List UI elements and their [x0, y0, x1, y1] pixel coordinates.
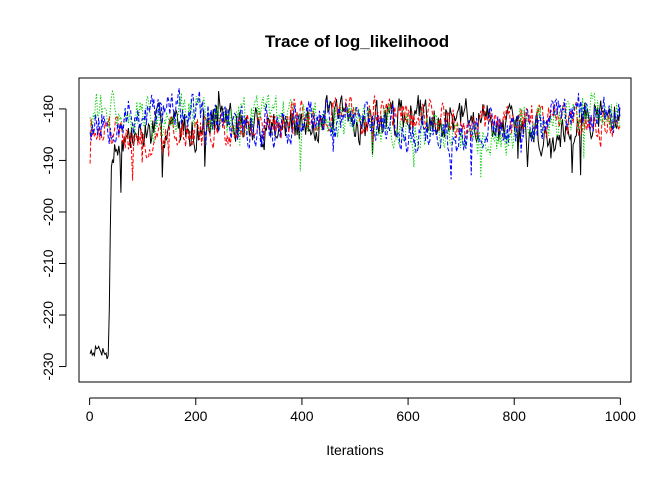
x-axis-label: Iterations [326, 442, 384, 458]
y-tick-label: -200 [40, 198, 56, 226]
y-tick-label: -180 [40, 95, 56, 123]
y-tick-label: -190 [40, 146, 56, 174]
plot-box [78, 77, 632, 383]
axes-layer: 0 200 400 600 800 1000 -230 -220 -210 -200 -190 -18… [40, 95, 636, 424]
x-tick-label: 400 [290, 408, 314, 424]
y-tick-label: -220 [40, 301, 56, 329]
series-line-0 [89, 90, 621, 360]
x-tick-label: 600 [396, 408, 420, 424]
series-line-3 [89, 88, 621, 180]
y-tick-label: -210 [40, 249, 56, 277]
x-tick-label: 800 [503, 408, 527, 424]
chart-title: Trace of log_likelihood [265, 32, 449, 51]
x-tick-label: 200 [184, 408, 208, 424]
series-layer [89, 88, 621, 360]
x-tick-label: 0 [86, 408, 94, 424]
x-tick-label: 1000 [605, 408, 636, 424]
series-line-1 [89, 95, 621, 181]
y-tick-label: -230 [40, 352, 56, 380]
